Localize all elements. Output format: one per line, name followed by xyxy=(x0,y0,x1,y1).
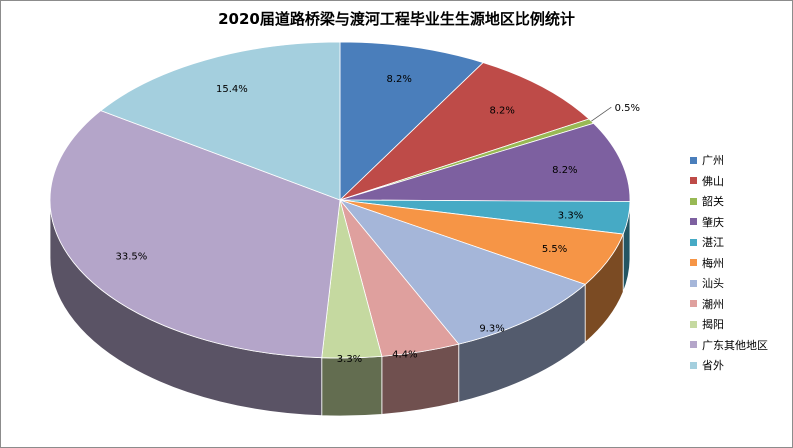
legend-label: 汕头 xyxy=(702,277,724,291)
data-label-9: 33.5% xyxy=(116,251,148,262)
legend-item-0: 广州 xyxy=(690,150,768,171)
data-label-10: 15.4% xyxy=(216,84,248,95)
pie-side-group xyxy=(49,199,631,417)
legend-item-5: 梅州 xyxy=(690,253,768,274)
legend-label: 广东其他地区 xyxy=(702,338,768,352)
legend-label: 广州 xyxy=(702,154,724,168)
legend-label: 肇庆 xyxy=(702,215,724,229)
legend-swatch xyxy=(690,361,697,369)
legend-item-3: 肇庆 xyxy=(690,212,768,233)
data-label-3: 8.2% xyxy=(552,165,577,176)
legend-swatch xyxy=(690,300,697,308)
pie-slice-6 xyxy=(338,199,586,345)
legend-label: 韶关 xyxy=(702,195,724,209)
legend-item-1: 佛山 xyxy=(690,171,768,192)
data-label-8: 3.3% xyxy=(337,354,362,365)
legend-swatch xyxy=(690,218,697,226)
legend-label: 潮州 xyxy=(702,297,724,311)
data-label-2: 0.5% xyxy=(615,103,640,114)
data-label-4: 3.3% xyxy=(558,210,583,221)
legend-swatch xyxy=(690,320,697,328)
data-label-7: 4.4% xyxy=(392,349,417,360)
legend-swatch xyxy=(690,156,697,164)
legend-label: 揭阳 xyxy=(702,318,724,332)
data-label-6: 9.3% xyxy=(479,323,504,334)
pie-slice-0 xyxy=(339,41,484,201)
chart-title: 2020届道路桥梁与渡河工程毕业生生源地区比例统计 xyxy=(218,10,575,28)
legend-item-4: 湛江 xyxy=(690,232,768,253)
legend-label: 湛江 xyxy=(702,236,724,250)
legend-label: 省外 xyxy=(702,359,724,373)
pie-slice-10 xyxy=(100,41,341,201)
legend-label: 佛山 xyxy=(702,174,724,188)
data-label-5: 5.5% xyxy=(542,244,567,255)
pie-top-group xyxy=(49,41,631,359)
data-label-1: 8.2% xyxy=(490,106,515,117)
legend-swatch xyxy=(690,341,697,349)
legend-swatch xyxy=(690,197,697,205)
legend-item-9: 广东其他地区 xyxy=(690,335,768,356)
legend-swatch xyxy=(690,259,697,267)
legend: 广州佛山韶关肇庆湛江梅州汕头潮州揭阳广东其他地区 省外 xyxy=(690,150,768,376)
leader-line-2 xyxy=(591,106,612,122)
legend-swatch xyxy=(690,238,697,246)
legend-item-2: 韶关 xyxy=(690,191,768,212)
legend-item-7: 潮州 xyxy=(690,294,768,315)
legend-item-8: 揭阳 xyxy=(690,314,768,335)
pie-side-8 xyxy=(321,355,383,417)
legend-item-6: 汕头 xyxy=(690,273,768,294)
pie-slice-9 xyxy=(49,110,341,359)
pie-slice-1 xyxy=(339,62,590,201)
legend-item-10: 省外 xyxy=(690,355,768,376)
data-label-group: 8.2% 8.2% 0.5% 8.2% 3.3% 5.5% 9.3% 4.4% 3.3% 33.5… xyxy=(116,74,640,365)
legend-swatch xyxy=(690,279,697,287)
legend-swatch xyxy=(690,177,697,185)
pie-slice-3 xyxy=(339,122,631,202)
data-label-0: 8.2% xyxy=(387,74,412,85)
legend-label: 梅州 xyxy=(702,256,724,270)
